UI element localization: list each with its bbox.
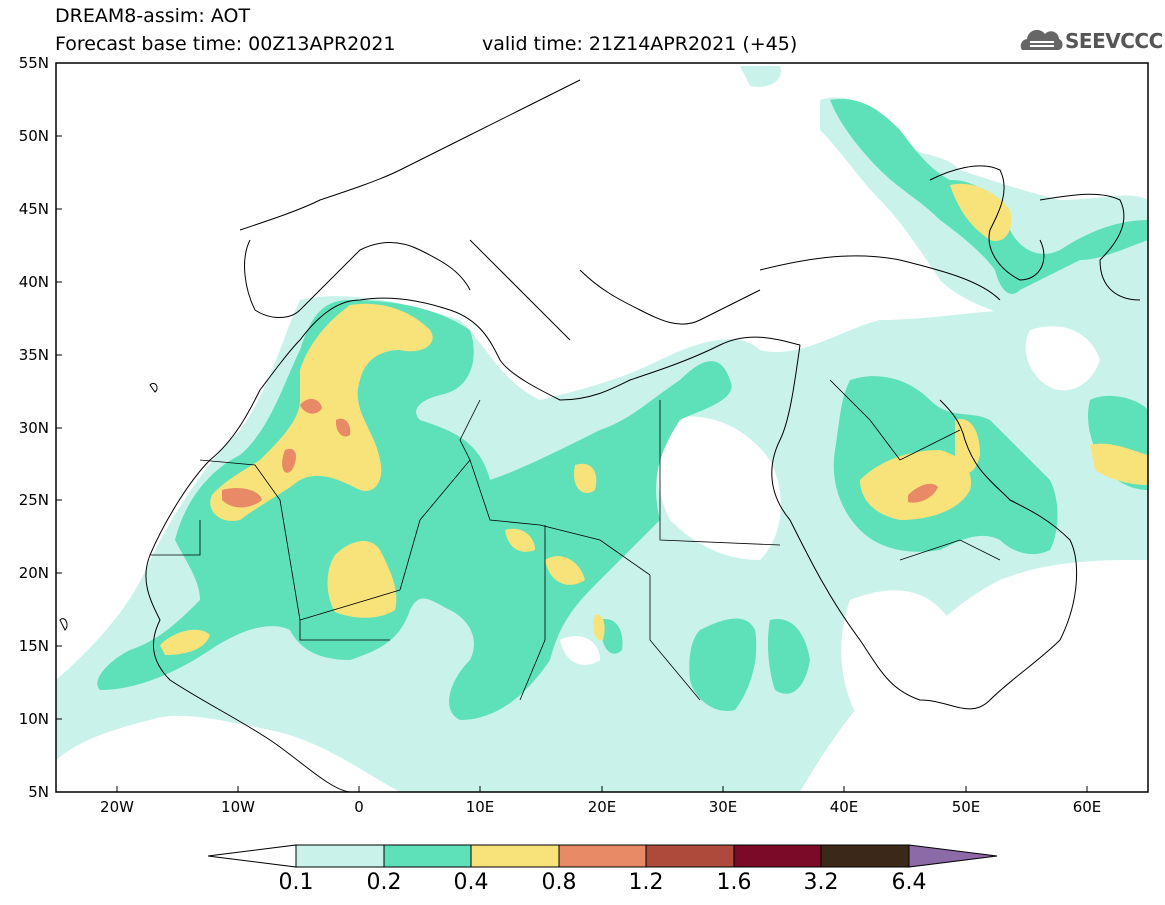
colorbar-label: 0.4: [453, 870, 489, 895]
lat-label: 20N: [18, 564, 49, 582]
lat-label: 25N: [18, 491, 49, 509]
lon-label: 10W: [221, 798, 255, 816]
lon-label: 60E: [1072, 798, 1102, 816]
country-borders: [150, 379, 1001, 701]
cloud-logo-icon: [1020, 29, 1063, 50]
aot-field: [56, 66, 1148, 792]
coastlines: [59, 79, 1141, 792]
colorbar-swatch: [645, 844, 735, 868]
colorbar-swatch: [733, 844, 822, 868]
colorbar-label: 0.2: [366, 870, 402, 895]
lat-label: 35N: [18, 346, 49, 364]
colorbar-swatch: [295, 844, 385, 868]
lon-label: 30E: [708, 798, 738, 816]
aot-clear-patches: [420, 326, 1100, 720]
aot-level-4: [222, 398, 938, 508]
colorbar-label: 0.1: [278, 870, 314, 895]
colorbar-swatch: [383, 844, 472, 868]
colorbar-label: 1.2: [628, 870, 664, 895]
lat-label: 40N: [18, 273, 49, 291]
colorbar-swatch: [820, 844, 910, 868]
lat-label: 30N: [18, 419, 49, 437]
lon-label: 50E: [951, 798, 981, 816]
lon-label: 40E: [829, 798, 859, 816]
map-title: DREAM8-assim: AOT: [55, 5, 251, 27]
colorbar-label: 0.8: [541, 870, 577, 895]
lon-label: 20E: [587, 798, 617, 816]
colorbar-swatch: [470, 844, 560, 868]
lat-label: 10N: [18, 710, 49, 728]
lon-label: 10E: [465, 798, 495, 816]
lat-label: 45N: [18, 200, 49, 218]
colorbar-label: 1.6: [716, 870, 752, 895]
colorbar-under-triangle: [207, 844, 297, 868]
colorbar-label: 6.4: [891, 870, 927, 895]
logo-text: SEEVCCC: [1065, 29, 1163, 53]
lat-label: 5N: [28, 783, 49, 801]
forecast-base-time: Forecast base time: 00Z13APR2021: [55, 33, 396, 55]
colorbar-swatch: [558, 844, 647, 868]
colorbar: [207, 844, 998, 868]
lon-label: 20W: [100, 798, 134, 816]
lon-label: 0: [354, 798, 364, 816]
valid-time: valid time: 21Z14APR2021 (+45): [482, 33, 798, 55]
axis-ticks: [56, 62, 1088, 792]
lat-label: 55N: [18, 54, 49, 72]
colorbar-label: 3.2: [803, 870, 839, 895]
colorbar-over-triangle: [908, 844, 998, 868]
lat-label: 15N: [18, 637, 49, 655]
lat-label: 50N: [18, 127, 49, 145]
